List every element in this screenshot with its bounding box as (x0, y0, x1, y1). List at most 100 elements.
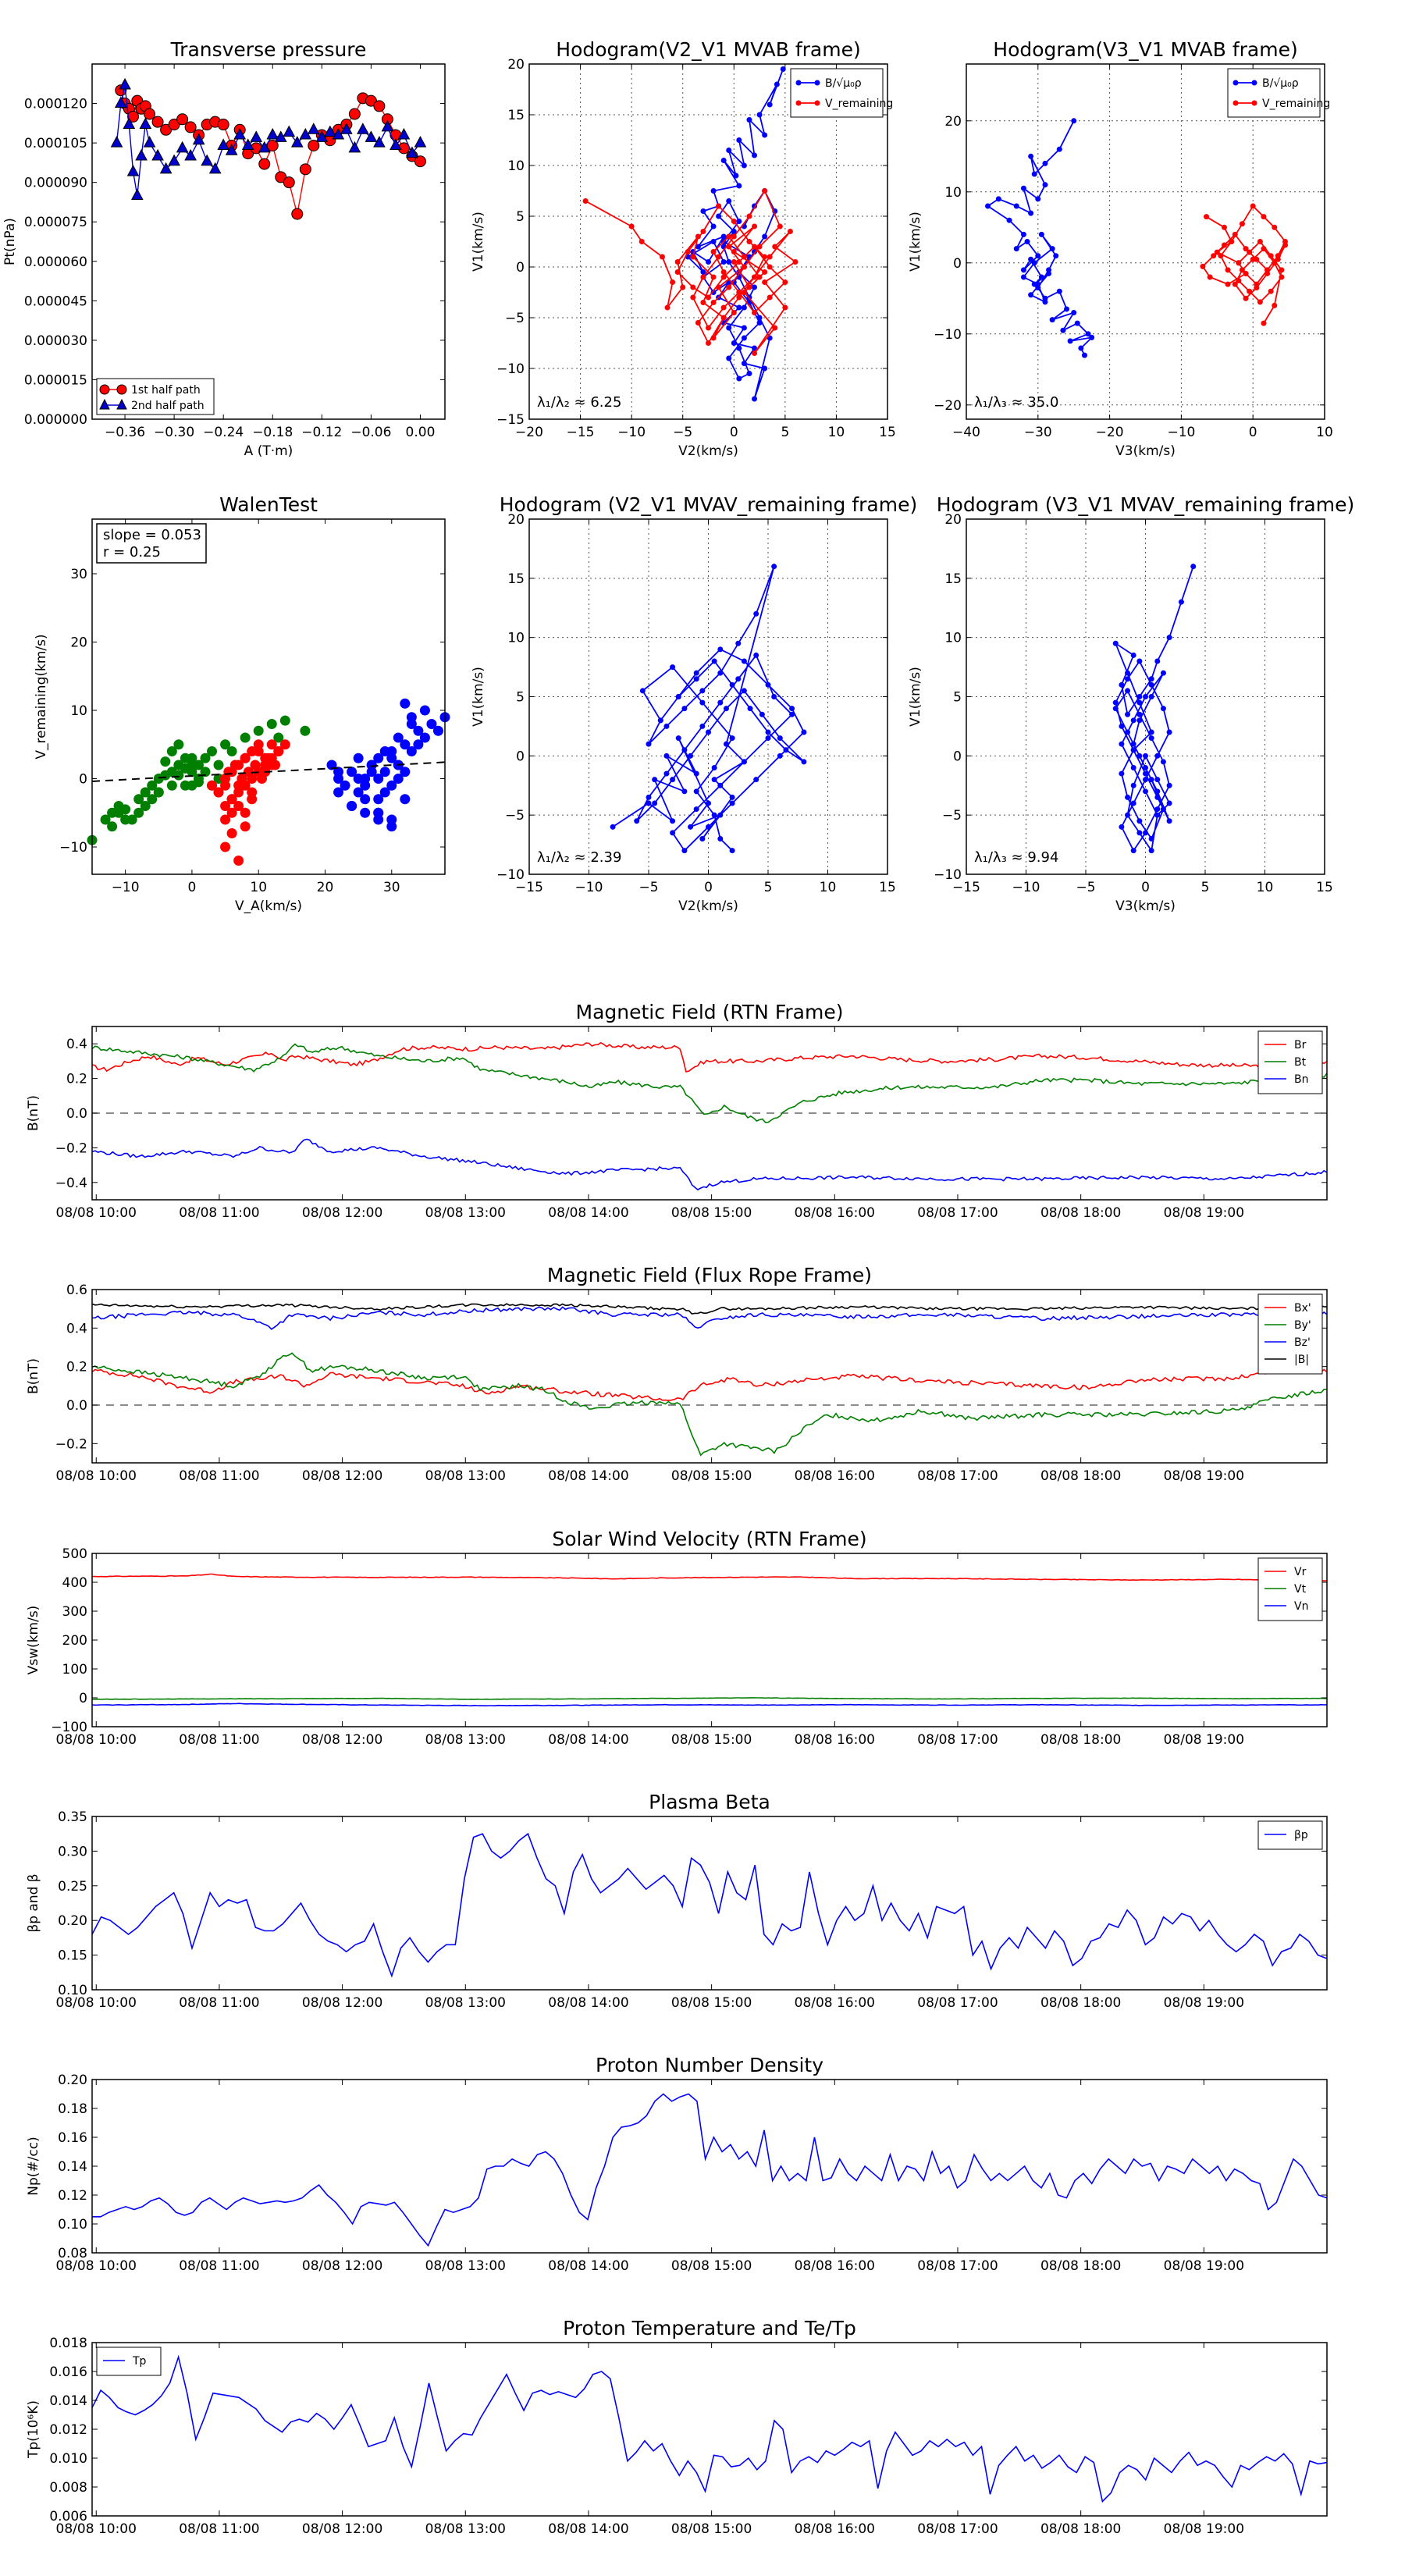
tp-ylabel: Pt(nPa) (2, 218, 18, 265)
h2-xtick-label: −20 (1096, 425, 1124, 440)
h2-point (1060, 327, 1066, 333)
h2-xlabel: V3(km/s) (1115, 443, 1176, 459)
h4-point (1154, 794, 1161, 800)
tp-point (217, 119, 229, 131)
h4-xtick-label: 5 (1201, 880, 1210, 895)
ts2-xtick-label: 08/08 16:00 (795, 1468, 875, 1484)
ts6-xtick-label: 08/08 13:00 (425, 2521, 506, 2537)
h3-point (717, 782, 724, 788)
h3-xtick-label: 0 (704, 880, 713, 895)
h3-point (693, 676, 699, 682)
h3-point (670, 818, 676, 824)
tp-point (406, 146, 418, 158)
h2-point (1067, 338, 1073, 344)
h1-point (690, 294, 696, 301)
tp-xtick-label: −0.24 (203, 425, 244, 440)
walen-point (279, 739, 290, 750)
ts5-ylabel: Np(#/cc) (26, 2137, 41, 2195)
ts6-xtick-label: 08/08 11:00 (179, 2521, 259, 2537)
walen-point (147, 780, 158, 791)
h3-point (801, 759, 807, 765)
tp-point (144, 108, 156, 120)
h3-point (759, 711, 765, 717)
tp-point (225, 144, 238, 155)
h2-ylabel: V1(km/s) (908, 212, 923, 272)
h1-point (720, 269, 727, 275)
h3-ytick-label: 0 (516, 749, 525, 764)
h3-point (717, 646, 724, 653)
h2-point (1064, 306, 1070, 312)
ts3-series-2-line (91, 1703, 1328, 1707)
h1-point (710, 290, 717, 295)
h4-point (1166, 635, 1172, 641)
ts3-xtick-label: 08/08 10:00 (56, 1732, 137, 1748)
walen-xlabel: V_A(km/s) (235, 898, 302, 914)
ts1-ylabel: B(nT) (26, 1095, 41, 1131)
h4-point (1130, 782, 1136, 788)
h2-point (1261, 214, 1267, 220)
walen-point (226, 794, 237, 805)
h1-point (731, 229, 737, 234)
tp-point (308, 139, 320, 151)
ts6-ytick-label: 0.008 (49, 2480, 87, 2496)
ts4-ytick-label: 0.20 (58, 1913, 87, 1929)
h1-point (731, 259, 737, 265)
h1-ytick-label: 5 (516, 209, 525, 225)
h2-point (985, 203, 991, 209)
ts4-xtick-label: 08/08 12:00 (302, 1995, 382, 2011)
h1-point (726, 355, 732, 361)
h1-point (706, 325, 711, 331)
h3-point (729, 735, 735, 742)
tp-point (258, 158, 271, 170)
tp-point (414, 155, 426, 168)
ts6-xtick-label: 08/08 12:00 (302, 2521, 382, 2537)
tp-point (176, 113, 189, 126)
h4-point (1190, 564, 1197, 570)
h1-annotation: λ₁/λ₂ ≈ 6.25 (537, 394, 621, 411)
h3-point (777, 735, 783, 742)
h1-point (741, 335, 747, 341)
h2-point (1031, 171, 1037, 177)
h4-point (1130, 848, 1136, 854)
h2-xtick-label: −30 (1024, 425, 1052, 440)
h1-point (752, 274, 758, 280)
h1-point (756, 320, 763, 326)
walen-point (147, 794, 158, 805)
h3-point (699, 836, 706, 841)
walen-point (107, 821, 118, 832)
walen-point (220, 801, 231, 811)
walen-point (233, 801, 244, 811)
h4-point (1148, 848, 1154, 854)
h1-point (777, 223, 783, 229)
h4-xtick-label: 0 (1141, 880, 1150, 895)
h2-point (1257, 239, 1263, 244)
h2-point (1056, 146, 1062, 152)
tp-ytick-label: 0.000000 (24, 412, 87, 428)
tp-point (258, 141, 271, 153)
ts3-xtick-label: 08/08 12:00 (302, 1732, 382, 1748)
walen-ytick-label: 0 (79, 772, 87, 788)
h1-series-0-line (686, 69, 784, 400)
walen-point (120, 814, 131, 825)
ts3-ytick-label: 400 (62, 1575, 87, 1591)
h2-point (1261, 320, 1267, 326)
h1-point (741, 325, 747, 331)
h4-point (1125, 729, 1131, 735)
walen-point (353, 787, 364, 798)
h1-point (746, 284, 752, 290)
h1-point (752, 350, 758, 356)
ts1-xtick-label: 08/08 17:00 (917, 1205, 998, 1221)
h1-point (638, 239, 645, 244)
ts2-ytick-label: 0.4 (66, 1321, 87, 1336)
tp-ytick-label: 0.000060 (24, 254, 87, 270)
ts5-ytick-label: 0.12 (58, 2188, 87, 2204)
h4-point (1119, 723, 1125, 729)
h4-point (1154, 806, 1161, 813)
h2-xtick-label: 10 (1316, 425, 1333, 440)
h3-point (771, 564, 777, 570)
h3-ytick-label: 10 (507, 631, 525, 646)
tp-point (126, 165, 140, 176)
tp-ytick-label: 0.000075 (24, 215, 87, 230)
h1-point (726, 284, 732, 290)
walen-point (100, 814, 111, 825)
